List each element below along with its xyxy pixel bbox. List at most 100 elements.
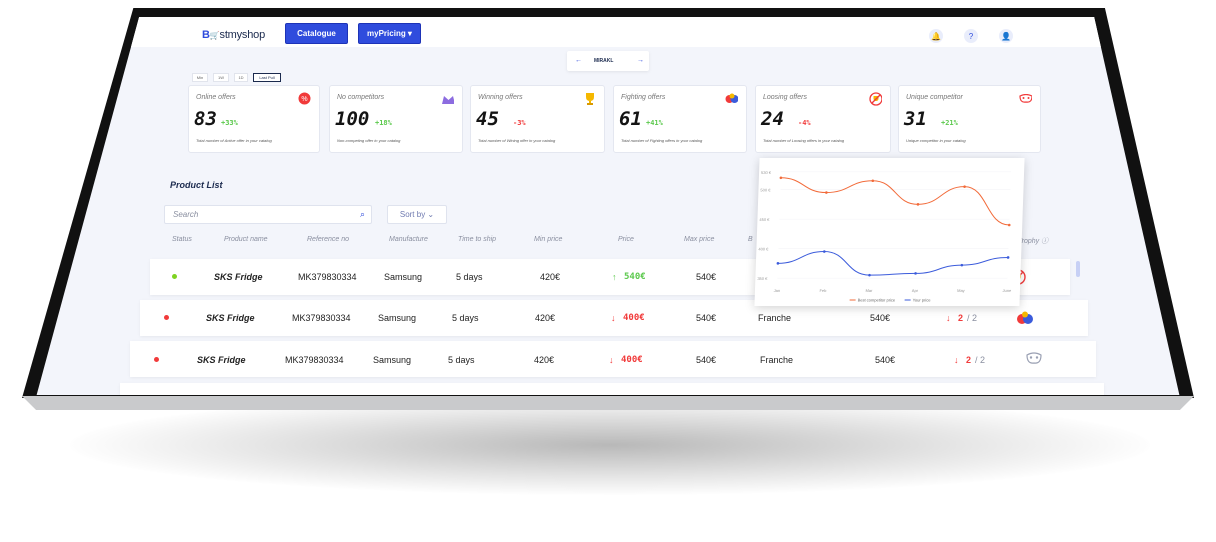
manufacture: Samsung — [384, 272, 423, 282]
col-max-price: Max price — [684, 236, 715, 243]
catalogue-button[interactable]: Catalogue — [285, 23, 348, 44]
kpi-title: Fighting offers — [621, 94, 666, 101]
time-to-ship: 5 days — [452, 313, 479, 323]
price-up-arrow: ↑ — [612, 272, 617, 282]
period-1w[interactable]: 1W — [213, 73, 229, 82]
min-price: 420€ — [540, 272, 561, 282]
table-row[interactable]: SKS Fridge MK379830334 Samsung 5 days 42… — [130, 341, 1096, 377]
prev-marketplace-arrow[interactable]: ← — [575, 57, 582, 64]
kpi-subtitle: Total number of Loosing offers in your c… — [763, 138, 845, 143]
marketplace-switcher: ← MIRAKL → — [567, 51, 649, 71]
x-tick-label: Jan — [774, 288, 781, 293]
price: 400€ — [621, 355, 643, 365]
kpi-online-offers[interactable]: Online offers % 83 +33% Total number of … — [188, 85, 320, 153]
data-point — [825, 191, 828, 194]
kpi-subtitle: Total number of Active offer in your cat… — [196, 138, 272, 143]
status-dot — [164, 315, 169, 320]
marketplace-name: MIRAKL — [594, 58, 614, 64]
x-tick-label: Mar — [865, 288, 873, 293]
manufacture: Samsung — [378, 313, 417, 323]
price: 400€ — [623, 313, 645, 323]
x-tick-label: May — [957, 288, 965, 293]
x-tick-label: June — [1003, 288, 1013, 293]
col-price-trophy: Price Trophy ⓘ — [1000, 238, 1049, 245]
mask-icon — [1026, 352, 1042, 371]
status-dot — [172, 274, 177, 279]
product-name[interactable]: SKS Fridge — [206, 313, 255, 323]
kpi-delta: -4% — [798, 119, 811, 127]
table-row[interactable]: SKS Fridge MK379830334 Samsung 5 days 42… — [140, 300, 1088, 336]
mypricing-dropdown[interactable]: myPricing ▾ — [358, 23, 421, 44]
legend-label: Your price — [913, 298, 932, 303]
product-name[interactable]: SKS Fridge — [197, 355, 246, 365]
buybox-winner: Franche — [760, 355, 794, 365]
max-price: 540€ — [696, 272, 717, 282]
kpi-winning-offers[interactable]: Winning offers 45 -3% Total number of Wi… — [470, 85, 605, 153]
kpi-value: 83 — [194, 108, 217, 130]
data-point — [916, 203, 920, 206]
table-row[interactable] — [120, 383, 1104, 395]
rank-down-arrow: ↓ — [946, 313, 951, 323]
y-tick-label: 450 € — [759, 217, 770, 222]
kpi-fighting-offers[interactable]: Fighting offers 61 +41% Total number of … — [613, 85, 747, 153]
kpi-value: 61 — [619, 108, 642, 130]
no-trophy-icon — [869, 91, 882, 106]
col-status: Status — [172, 236, 192, 243]
sort-by-dropdown[interactable]: Sort by ⌄ — [387, 205, 447, 224]
data-point — [823, 250, 826, 253]
table-scrollbar[interactable] — [1076, 261, 1080, 277]
mask-icon — [1019, 92, 1032, 105]
kpi-unique-competitor[interactable]: Unique competitor 31 +21% Unique competi… — [898, 85, 1041, 153]
x-tick-label: Apr — [912, 288, 919, 293]
search-icon[interactable]: ⌕ — [359, 209, 365, 219]
kpi-delta: -3% — [513, 119, 526, 127]
chart-svg: 530 € 500 € 450 € 400 € 350 € Jan Feb Mar Apr May… — [757, 170, 1013, 303]
data-point — [914, 272, 917, 275]
period-last-pull[interactable]: Last Pull — [253, 73, 281, 82]
product-list-title: Product List — [170, 180, 223, 190]
time-to-ship: 5 days — [456, 272, 483, 282]
search-input[interactable]: Search ⌕ — [164, 205, 372, 224]
product-name[interactable]: SKS Fridge — [214, 272, 263, 282]
kpi-loosing-offers[interactable]: Loosing offers 24 -4% Total number of Lo… — [755, 85, 891, 153]
min-price: 420€ — [535, 313, 556, 323]
brand-logo[interactable]: B🛒stmyshop — [202, 29, 265, 41]
rank-down-arrow: ↓ — [954, 355, 959, 365]
kpi-title: No competitors — [337, 94, 385, 101]
help-icon[interactable]: ? — [964, 29, 978, 43]
user-icon[interactable]: 👤 — [999, 29, 1013, 43]
data-point — [776, 262, 780, 265]
data-point — [1007, 223, 1011, 227]
data-point — [960, 263, 964, 267]
kpi-subtitle: Total number of Wining offer in your cat… — [478, 138, 556, 143]
manufacture: Samsung — [373, 355, 412, 365]
kpi-delta: +21% — [941, 119, 958, 127]
kpi-no-competitors[interactable]: No competitors 100 +18% Non-competing of… — [329, 85, 463, 153]
y-tick-label: 400 € — [758, 247, 769, 252]
percent-badge-icon: % — [298, 92, 311, 105]
boxing-gloves-icon — [725, 92, 738, 105]
col-min-price: Min price — [534, 236, 563, 243]
period-min[interactable]: Min — [192, 73, 208, 82]
series-line — [780, 177, 1010, 226]
y-tick-label: 500 € — [760, 188, 771, 193]
next-marketplace-arrow[interactable]: → — [637, 57, 644, 64]
buybox-price: 540€ — [875, 355, 896, 365]
kpi-value: 24 — [761, 108, 784, 130]
kpi-title: Winning offers — [478, 94, 523, 101]
data-point — [779, 176, 783, 180]
rank-total: / 2 — [975, 355, 986, 365]
period-1d[interactable]: 1D — [234, 73, 248, 82]
device-shadow — [70, 395, 1150, 495]
boxing-gloves-icon — [1016, 310, 1034, 331]
x-tick-label: Feb — [819, 288, 827, 293]
app-screen: B🛒stmyshop Catalogue myPricing ▾ 🔔 ? 👤 ←… — [36, 17, 1180, 395]
kpi-value: 100 — [335, 108, 370, 130]
col-manufacture: Manufacture — [389, 236, 428, 243]
max-price: 540€ — [696, 313, 717, 323]
legend-label: Best competitor price — [858, 298, 897, 303]
kpi-subtitle: Total number of Fighting offers in your … — [621, 138, 703, 143]
y-tick-label: 530 € — [761, 170, 772, 175]
bell-icon[interactable]: 🔔 — [929, 29, 943, 43]
crown-icon — [441, 92, 454, 105]
